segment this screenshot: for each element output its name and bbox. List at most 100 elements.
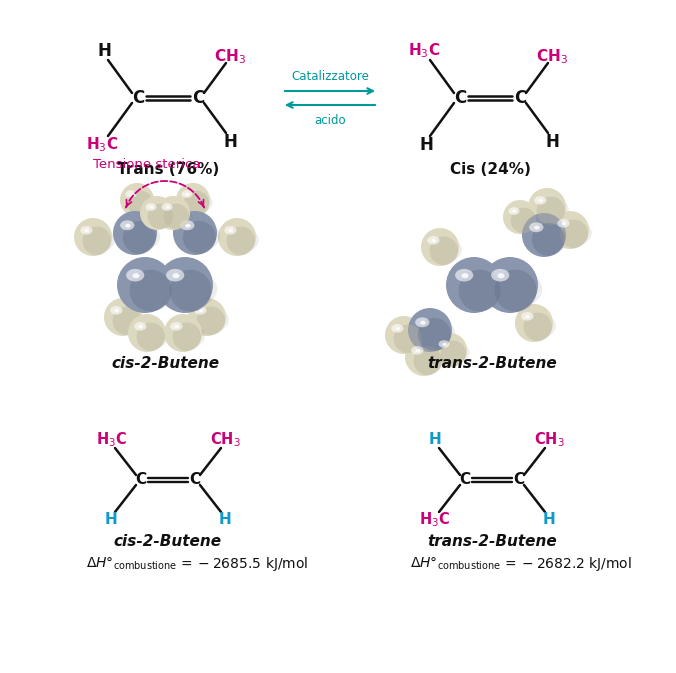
Ellipse shape bbox=[174, 221, 220, 252]
Ellipse shape bbox=[551, 211, 589, 249]
Ellipse shape bbox=[508, 207, 520, 215]
Text: $\Delta H°_{\rm combustione}$: $\Delta H°_{\rm combustione}$ bbox=[86, 556, 177, 572]
Text: H$_3$C: H$_3$C bbox=[97, 431, 128, 450]
Ellipse shape bbox=[158, 270, 217, 309]
Ellipse shape bbox=[121, 190, 157, 215]
Ellipse shape bbox=[429, 236, 458, 265]
Text: C: C bbox=[135, 472, 147, 487]
Ellipse shape bbox=[170, 270, 212, 312]
Text: C: C bbox=[189, 472, 201, 487]
Ellipse shape bbox=[120, 183, 154, 217]
Ellipse shape bbox=[137, 322, 165, 351]
Text: H: H bbox=[545, 133, 559, 151]
Text: C: C bbox=[192, 89, 204, 107]
Text: Trans (76%): Trans (76%) bbox=[117, 162, 219, 178]
Ellipse shape bbox=[420, 321, 426, 324]
Ellipse shape bbox=[170, 322, 183, 330]
Ellipse shape bbox=[446, 257, 502, 313]
Ellipse shape bbox=[534, 225, 539, 229]
Ellipse shape bbox=[416, 349, 420, 353]
Ellipse shape bbox=[174, 325, 179, 328]
Ellipse shape bbox=[182, 190, 193, 198]
Ellipse shape bbox=[427, 236, 439, 244]
Ellipse shape bbox=[156, 196, 190, 230]
Text: H$_3$C: H$_3$C bbox=[419, 511, 451, 530]
Ellipse shape bbox=[184, 190, 209, 216]
Ellipse shape bbox=[532, 223, 565, 256]
Text: CH$_3$: CH$_3$ bbox=[533, 431, 564, 450]
Ellipse shape bbox=[130, 270, 172, 312]
Ellipse shape bbox=[218, 218, 256, 256]
Ellipse shape bbox=[385, 316, 423, 354]
Ellipse shape bbox=[226, 227, 255, 255]
Ellipse shape bbox=[406, 347, 446, 373]
Ellipse shape bbox=[140, 196, 174, 230]
Text: C: C bbox=[460, 472, 470, 487]
Ellipse shape bbox=[448, 270, 506, 309]
Ellipse shape bbox=[157, 204, 193, 227]
Text: H: H bbox=[543, 513, 556, 528]
Ellipse shape bbox=[552, 219, 592, 246]
Text: CH$_3$: CH$_3$ bbox=[210, 431, 241, 450]
Ellipse shape bbox=[512, 210, 516, 213]
Ellipse shape bbox=[180, 220, 195, 230]
Ellipse shape bbox=[522, 213, 566, 257]
Ellipse shape bbox=[411, 346, 424, 355]
Ellipse shape bbox=[439, 341, 450, 348]
Ellipse shape bbox=[141, 204, 176, 227]
Ellipse shape bbox=[105, 306, 145, 333]
Ellipse shape bbox=[557, 219, 569, 227]
Text: $= -2682.2\ \rm kJ/mol$: $= -2682.2\ \rm kJ/mol$ bbox=[502, 555, 632, 573]
Ellipse shape bbox=[525, 315, 530, 318]
Text: H: H bbox=[218, 513, 231, 528]
Ellipse shape bbox=[176, 183, 210, 217]
Ellipse shape bbox=[498, 273, 504, 278]
Ellipse shape bbox=[177, 190, 212, 215]
Ellipse shape bbox=[194, 306, 207, 314]
Ellipse shape bbox=[75, 227, 115, 253]
Ellipse shape bbox=[134, 322, 147, 330]
Ellipse shape bbox=[537, 197, 565, 225]
Ellipse shape bbox=[166, 269, 185, 281]
Ellipse shape bbox=[197, 306, 225, 335]
Ellipse shape bbox=[515, 304, 553, 342]
Ellipse shape bbox=[120, 220, 135, 230]
Ellipse shape bbox=[112, 306, 141, 335]
Ellipse shape bbox=[534, 196, 546, 205]
Text: cis-2-Butene: cis-2-Butene bbox=[111, 355, 219, 371]
Ellipse shape bbox=[529, 197, 569, 223]
Ellipse shape bbox=[409, 318, 456, 349]
Text: C: C bbox=[454, 89, 466, 107]
Ellipse shape bbox=[162, 203, 172, 211]
Ellipse shape bbox=[173, 211, 217, 255]
Text: trans-2-Butene: trans-2-Butene bbox=[427, 534, 557, 549]
Ellipse shape bbox=[110, 306, 122, 314]
Ellipse shape bbox=[421, 228, 459, 266]
Ellipse shape bbox=[114, 309, 119, 312]
Ellipse shape bbox=[434, 341, 470, 365]
Ellipse shape bbox=[431, 239, 436, 242]
Ellipse shape bbox=[219, 227, 259, 253]
Ellipse shape bbox=[224, 226, 237, 235]
Ellipse shape bbox=[442, 343, 447, 346]
Ellipse shape bbox=[185, 193, 190, 196]
Ellipse shape bbox=[114, 221, 160, 252]
Ellipse shape bbox=[84, 229, 89, 232]
Ellipse shape bbox=[145, 203, 157, 211]
Text: Catalizzatore: Catalizzatore bbox=[291, 69, 369, 83]
Ellipse shape bbox=[125, 223, 130, 227]
Text: H: H bbox=[419, 136, 433, 154]
Ellipse shape bbox=[104, 298, 142, 336]
Ellipse shape bbox=[483, 270, 542, 309]
Ellipse shape bbox=[172, 273, 180, 278]
Ellipse shape bbox=[74, 218, 112, 256]
Ellipse shape bbox=[523, 312, 552, 341]
Text: C: C bbox=[514, 472, 525, 487]
Text: Tensione sterica: Tensione sterica bbox=[93, 159, 201, 172]
Ellipse shape bbox=[126, 269, 144, 281]
Ellipse shape bbox=[418, 318, 451, 351]
Text: H: H bbox=[223, 133, 237, 151]
Ellipse shape bbox=[183, 221, 216, 254]
Ellipse shape bbox=[495, 270, 537, 312]
Text: H$_3$C: H$_3$C bbox=[408, 42, 440, 61]
